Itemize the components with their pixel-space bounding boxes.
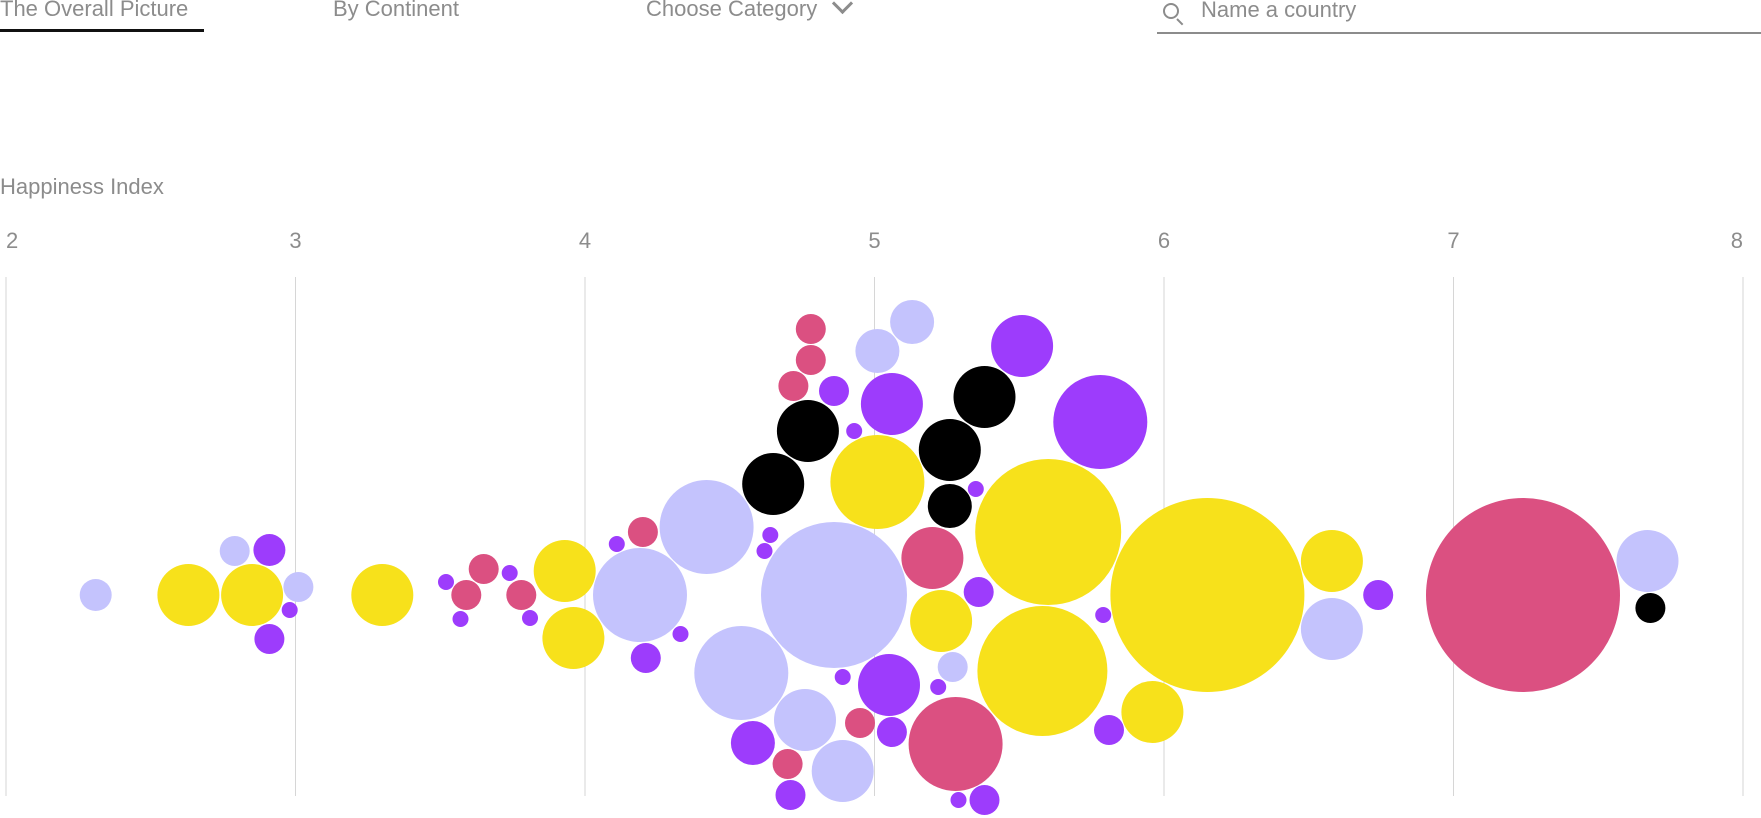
country-bubble[interactable]: [774, 689, 836, 751]
country-bubble[interactable]: [918, 419, 981, 481]
country-bubble[interactable]: [937, 652, 968, 682]
view-tabs: The Overall Picture By Continent Choose …: [0, 0, 1000, 34]
tab-choose-category-label: Choose Category: [646, 0, 818, 21]
country-bubble[interactable]: [1363, 580, 1394, 610]
x-tick-label: 2: [6, 228, 18, 253]
country-bubble[interactable]: [608, 536, 625, 552]
country-bubble[interactable]: [762, 527, 779, 543]
country-bubble[interactable]: [157, 564, 220, 626]
country-bubble[interactable]: [1300, 598, 1363, 660]
country-bubble[interactable]: [351, 564, 414, 626]
country-bubble[interactable]: [79, 579, 112, 611]
country-bubble[interactable]: [953, 366, 1016, 428]
country-bubble[interactable]: [811, 740, 874, 802]
country-bubble[interactable]: [1635, 593, 1666, 623]
country-bubble[interactable]: [221, 564, 284, 626]
bubble-chart: 2 3 4 5 6 7 8: [5, 228, 1744, 815]
country-bubble[interactable]: [975, 459, 1122, 605]
country-bubble[interactable]: [901, 527, 964, 589]
country-bubble[interactable]: [1094, 715, 1124, 745]
country-bubble[interactable]: [219, 536, 250, 566]
country-bubble[interactable]: [845, 708, 875, 738]
country-bubble[interactable]: [778, 371, 809, 401]
country-bubble[interactable]: [438, 574, 454, 590]
country-bubble[interactable]: [281, 602, 298, 618]
country-bubble[interactable]: [1616, 530, 1679, 592]
country-bubble[interactable]: [742, 453, 805, 515]
country-bubble[interactable]: [501, 565, 518, 581]
tab-overall-picture[interactable]: The Overall Picture: [0, 0, 189, 21]
country-bubble[interactable]: [1095, 607, 1112, 623]
country-bubble[interactable]: [1300, 530, 1363, 592]
country-bubble[interactable]: [908, 697, 1003, 791]
country-bubble[interactable]: [452, 611, 469, 627]
country-bubble[interactable]: [659, 480, 754, 574]
country-bubble[interactable]: [910, 590, 973, 652]
country-bubble[interactable]: [858, 654, 920, 716]
country-bubble[interactable]: [855, 329, 900, 373]
country-bubble[interactable]: [795, 314, 826, 344]
country-bubble[interactable]: [542, 607, 605, 669]
country-bubble[interactable]: [283, 572, 314, 602]
country-bubble[interactable]: [860, 373, 923, 435]
country-bubble[interactable]: [830, 435, 925, 529]
country-bubble[interactable]: [967, 481, 984, 497]
x-tick-label: 7: [1447, 228, 1459, 253]
country-bubble[interactable]: [627, 517, 658, 547]
x-tick-label: 4: [579, 228, 591, 253]
country-bubble[interactable]: [253, 534, 286, 566]
x-tick-label: 6: [1158, 228, 1170, 253]
tab-choose-category[interactable]: Choose Category: [646, 0, 854, 22]
country-bubble[interactable]: [694, 626, 789, 720]
country-bubble[interactable]: [630, 643, 661, 673]
x-axis-title: Happiness Index: [0, 174, 164, 199]
chevron-down-icon: [832, 0, 854, 15]
country-bubble[interactable]: [1426, 498, 1620, 692]
country-bubble[interactable]: [834, 669, 851, 685]
country-bubble[interactable]: [593, 548, 687, 642]
country-bubble[interactable]: [506, 580, 537, 610]
country-bubble[interactable]: [890, 300, 935, 344]
search-input[interactable]: [1199, 0, 1743, 26]
country-bubble[interactable]: [730, 721, 775, 765]
country-bubble[interactable]: [468, 554, 499, 584]
country-bubble[interactable]: [927, 484, 972, 528]
country-bubble[interactable]: [876, 717, 907, 747]
x-tick-label: 8: [1731, 228, 1743, 253]
country-bubble[interactable]: [930, 679, 947, 695]
country-search: [1157, 0, 1761, 34]
tab-by-continent[interactable]: By Continent: [333, 0, 459, 21]
country-bubble[interactable]: [1121, 681, 1184, 743]
country-bubble[interactable]: [846, 423, 863, 439]
country-bubble[interactable]: [795, 345, 826, 375]
country-bubble[interactable]: [775, 780, 806, 810]
country-bubble[interactable]: [1110, 498, 1305, 692]
country-bubble[interactable]: [451, 580, 482, 610]
country-bubble[interactable]: [950, 792, 967, 808]
country-bubble[interactable]: [772, 749, 803, 779]
country-bubble[interactable]: [522, 610, 538, 626]
country-bubble[interactable]: [991, 315, 1054, 377]
country-bubble[interactable]: [969, 785, 1000, 815]
country-bubble[interactable]: [254, 624, 285, 654]
country-bubble[interactable]: [761, 522, 907, 668]
country-bubble[interactable]: [776, 400, 839, 462]
country-bubble[interactable]: [963, 577, 994, 607]
country-bubble[interactable]: [756, 543, 773, 559]
search-icon: [1163, 3, 1179, 19]
x-tick-label: 5: [868, 228, 880, 253]
x-tick-label: 3: [289, 228, 301, 253]
country-bubble[interactable]: [533, 540, 596, 602]
country-bubble[interactable]: [1053, 375, 1148, 469]
active-tab-underline: [0, 29, 204, 32]
country-bubble[interactable]: [672, 626, 689, 642]
country-bubble[interactable]: [819, 376, 849, 406]
country-bubble[interactable]: [977, 606, 1108, 736]
